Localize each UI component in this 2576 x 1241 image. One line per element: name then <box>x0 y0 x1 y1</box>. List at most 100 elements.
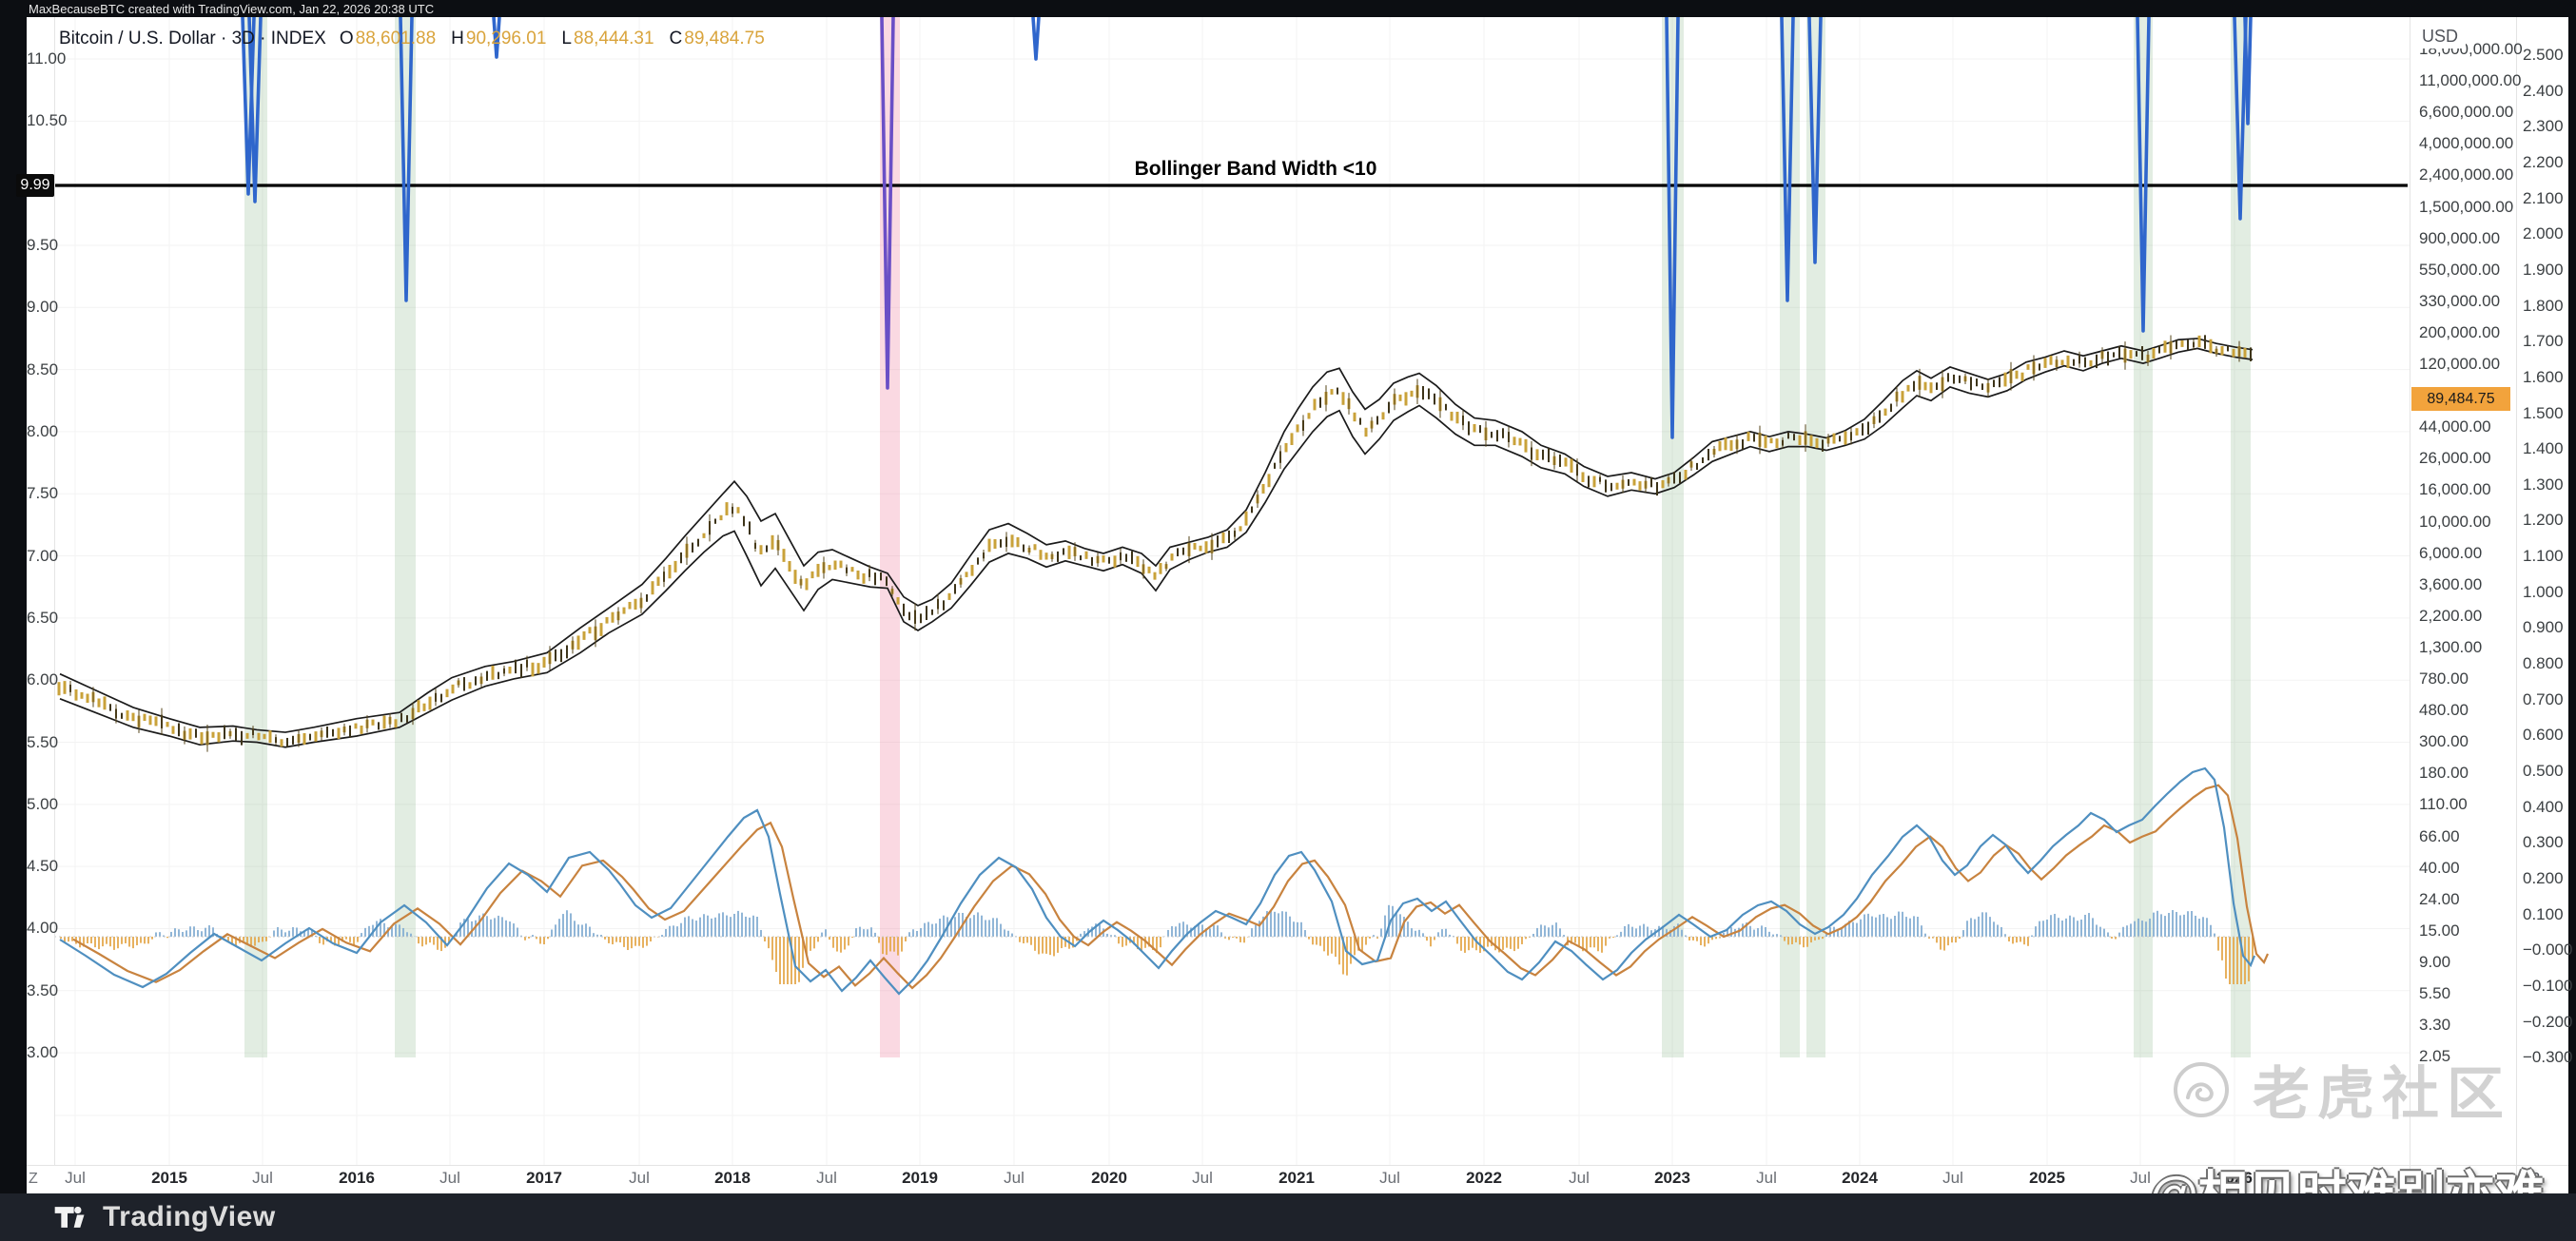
oscillator-histogram-bar <box>863 929 865 937</box>
bbw-highlight-band-green <box>2134 17 2153 1057</box>
left-axis-tick: 3.50 <box>27 980 59 999</box>
bbw-spike-blue <box>399 17 414 302</box>
candle <box>2020 372 2024 381</box>
oscillator-histogram-bar <box>2115 937 2117 940</box>
oscillator-histogram-bar <box>125 937 127 943</box>
oscillator-histogram-bar <box>1860 919 1862 937</box>
oscillator-histogram-bar <box>1940 937 1942 950</box>
oscillator-histogram-bar <box>1369 937 1371 939</box>
oscillator-histogram-bar <box>2176 911 2177 937</box>
oscillator-histogram-bar <box>1251 928 1253 937</box>
time-tick-month: Jul <box>629 1169 650 1187</box>
candle <box>993 539 997 550</box>
oscillator-histogram-bar <box>425 937 427 945</box>
candle <box>828 565 831 571</box>
oscillator-histogram-bar <box>1913 916 1915 937</box>
oscillator-histogram-bar <box>1190 927 1192 937</box>
oscillator-histogram-bar <box>1403 917 1405 937</box>
oscillator-histogram-bar <box>2187 911 2189 937</box>
oscillator-histogram-bar <box>1609 937 1610 939</box>
candle <box>1108 556 1110 564</box>
oscillator-histogram-bar <box>147 937 149 944</box>
oscillator-histogram-bar <box>779 937 781 984</box>
candle <box>1890 403 1892 413</box>
oscillator-histogram-bar <box>391 926 393 937</box>
tradingview-logo-icon[interactable] <box>53 1201 91 1233</box>
usd-axis-tick: 5.50 <box>2419 984 2451 1002</box>
candle <box>1217 535 1219 548</box>
candle <box>646 593 648 602</box>
candle <box>1091 556 1093 567</box>
oscillator-histogram-bar <box>954 917 956 937</box>
oscillator-histogram-bar <box>159 932 161 937</box>
oscillator-histogram-bar <box>1213 924 1215 937</box>
candle <box>1650 476 1652 488</box>
time-tick-year: 2017 <box>526 1169 562 1187</box>
oscillator-histogram-bar <box>996 918 998 937</box>
oscillator-histogram-bar <box>322 937 324 945</box>
candle <box>931 609 933 615</box>
oscillator-histogram-bar <box>1719 937 1721 939</box>
oscillator-histogram-bar <box>98 937 100 950</box>
oscillator-histogram-bar <box>673 925 674 937</box>
oscillator-histogram-bar <box>1978 916 1980 937</box>
bbw-spike-blue <box>247 17 263 204</box>
oscillator-histogram-bar <box>2000 926 2002 937</box>
left-axis-tick: 5.00 <box>27 794 59 813</box>
oscillator-histogram-bar <box>2103 928 2105 937</box>
candle <box>1067 545 1071 559</box>
candle <box>771 534 774 550</box>
timezone-corner-label[interactable]: Z <box>29 1171 38 1187</box>
oscillator-histogram-bar <box>178 929 180 937</box>
oscillator-histogram-bar <box>596 934 598 937</box>
oscillator-main-line <box>59 766 2256 996</box>
oscillator-histogram-bar <box>1270 910 1272 937</box>
oscillator-histogram-bar <box>1532 933 1534 937</box>
oscillator-histogram-bar <box>1354 937 1356 956</box>
oscillator-histogram-bar <box>87 937 88 944</box>
oscillator-histogram-bar <box>813 937 815 949</box>
oscillator-histogram-bar <box>985 920 986 937</box>
candle <box>1844 431 1847 445</box>
candle <box>378 722 380 730</box>
candle <box>1023 544 1025 553</box>
candle <box>2152 347 2156 359</box>
oscillator-histogram-bar <box>855 928 857 937</box>
oscillator-histogram-bar <box>106 937 107 944</box>
left-axis-tick: 10.50 <box>27 111 68 130</box>
oscillator-histogram-bar <box>1681 929 1683 937</box>
candle <box>63 681 67 694</box>
left-axis-tick: 4.50 <box>27 857 59 876</box>
candle <box>697 538 699 547</box>
oscillator-histogram-bar <box>920 928 922 937</box>
candle <box>839 560 843 569</box>
oscillator-histogram-bar <box>950 919 952 937</box>
candle <box>2043 358 2047 368</box>
oscillator-histogram-bar <box>570 913 572 937</box>
secondary-axis-tick: 0.200 <box>2523 868 2564 887</box>
symbol-legend[interactable]: Bitcoin / U.S. Dollar · 3D · INDEX O 88,6… <box>59 29 765 49</box>
oscillator-histogram-bar <box>1312 937 1314 945</box>
oscillator-histogram-bar <box>1506 937 1508 948</box>
oscillator-histogram-bar <box>848 937 849 946</box>
candle <box>1764 435 1767 449</box>
oscillator-histogram-bar <box>589 926 591 937</box>
oscillator-histogram-bar <box>243 937 244 941</box>
oscillator-histogram-bar <box>1095 923 1097 937</box>
tradingview-brand-text[interactable]: TradingView <box>103 1201 276 1232</box>
oscillator-histogram-bar <box>619 937 621 943</box>
candle <box>171 726 175 734</box>
candle <box>1769 437 1773 444</box>
oscillator-histogram-bar <box>555 924 556 937</box>
oscillator-histogram-bar <box>102 937 104 947</box>
oscillator-histogram-bar <box>1905 917 1907 937</box>
tiger-logo-icon <box>2174 1061 2229 1117</box>
candle <box>1747 432 1750 441</box>
axis-corner-label[interactable]: B <box>2530 1171 2541 1187</box>
candle <box>440 693 442 703</box>
oscillator-histogram-bar <box>383 922 385 937</box>
oscillator-histogram-bar <box>1540 924 1542 937</box>
oscillator-histogram-bar <box>1373 935 1375 937</box>
oscillator-histogram-bar <box>368 925 370 937</box>
